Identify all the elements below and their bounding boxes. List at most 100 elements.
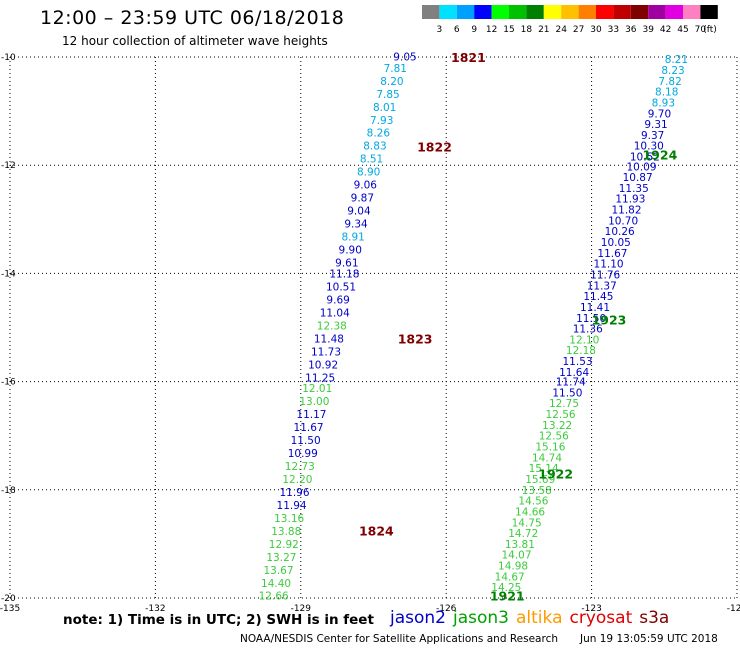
x-tick-label: -120 [727, 604, 740, 614]
wave-height-value: 12.01 [302, 383, 332, 395]
units-note: note: 1) Time is in UTC; 2) SWH is in fe… [63, 612, 374, 628]
time-label: 1924 [642, 147, 677, 162]
wave-height-value: 13.00 [299, 396, 329, 408]
scale-label: 27 [573, 25, 584, 35]
wave-height-value: 11.94 [277, 500, 307, 512]
scale-swatch [422, 5, 440, 19]
wave-height-value: 10.51 [326, 281, 356, 293]
wave-height-value: 11.96 [279, 487, 309, 499]
scale-swatch [509, 5, 527, 19]
wave-height-value: 10.92 [308, 359, 338, 371]
wave-height-value: 12.56 [546, 409, 576, 421]
wave-height-value: 11.50 [552, 387, 582, 399]
wave-height-value: 9.90 [339, 245, 362, 257]
wave-height-value: 7.82 [658, 76, 681, 88]
wave-height-value: 8.51 [360, 154, 383, 166]
scale-swatch [613, 5, 631, 19]
wave-height-value: 11.35 [619, 183, 649, 195]
wave-height-value: 15.69 [525, 474, 555, 486]
wave-height-value: 11.67 [294, 422, 324, 434]
time-label: 1923 [592, 312, 627, 327]
wave-height-value: 11.64 [559, 367, 589, 379]
scale-label: 18 [521, 25, 533, 35]
wave-height-value: 9.34 [344, 219, 368, 231]
wave-height-value: 12.66 [259, 590, 289, 602]
wave-height-value: 10.87 [623, 172, 653, 184]
wave-height-value: 12.38 [317, 320, 347, 332]
wave-height-value: 14.67 [495, 571, 525, 583]
wave-height-value: 11.73 [311, 346, 341, 358]
scale-label: 42 [660, 25, 671, 35]
scale-label: 24 [555, 25, 567, 35]
x-tick-label: -129 [291, 604, 312, 614]
wave-height-value: 11.18 [329, 268, 359, 280]
satellite-cryosat: cryosat [569, 608, 633, 628]
wave-height-value: 11.17 [296, 409, 326, 421]
wave-height-value: 11.48 [314, 333, 344, 345]
wave-height-value: 14.74 [532, 452, 562, 464]
credit-text: NOAA/NESDIS Center for Satellite Applica… [240, 633, 558, 645]
wave-height-value: 13.22 [542, 420, 572, 432]
wave-height-value: 7.85 [376, 89, 399, 101]
wave-height-value: 8.21 [665, 54, 688, 66]
wave-height-value: 12.92 [269, 539, 299, 551]
wave-height-value: 9.31 [644, 119, 667, 131]
scale-label: 21 [538, 25, 549, 35]
wave-height-value: 10.70 [608, 215, 638, 227]
scale-swatch [474, 5, 492, 19]
scale-swatch [596, 5, 614, 19]
wave-height-value: 15.16 [535, 442, 565, 454]
wave-height-value: 14.72 [508, 528, 538, 540]
scale-swatch [630, 5, 649, 19]
wave-height-value: 10.99 [288, 448, 318, 460]
wave-height-value: 8.01 [373, 102, 396, 114]
wave-height-value: 12.75 [549, 398, 579, 410]
scale-label: 70 [695, 25, 707, 35]
chart-title: 12:00 – 23:59 UTC 06/18/2018 [40, 7, 345, 29]
satellite-jason3: jason3 [453, 608, 509, 628]
time-label: 1822 [417, 139, 452, 154]
wave-height-value: 12.10 [569, 334, 599, 346]
satellite-s3a: s3a [639, 608, 670, 628]
wave-height-value: 8.20 [380, 76, 403, 88]
x-tick-label: -132 [145, 604, 165, 614]
scale-label: 45 [677, 25, 688, 35]
wave-height-value: 9.06 [354, 180, 378, 192]
wave-height-value: 11.04 [320, 307, 350, 319]
wave-height-value: 8.83 [363, 141, 386, 153]
scale-label: 39 [642, 25, 654, 35]
wave-height-value: 10.05 [601, 237, 631, 249]
satellite-altika: altika [516, 608, 563, 628]
wave-height-value: 11.45 [583, 291, 613, 303]
scale-label: 15 [503, 25, 514, 35]
scale-label: 36 [625, 25, 637, 35]
scale-swatch [439, 5, 457, 19]
wave-height-value: 9.69 [326, 294, 349, 306]
wave-height-value: 14.66 [515, 506, 545, 518]
wave-height-value: 10.26 [605, 226, 635, 238]
scale-unit: (ft) [703, 25, 717, 35]
wave-height-value: 7.93 [370, 115, 393, 127]
wave-height-value: 8.90 [357, 167, 380, 179]
wave-height-value: 11.76 [590, 269, 620, 281]
y-tick-label: -16 [1, 378, 16, 388]
y-tick-label: -20 [1, 594, 16, 604]
wave-height-value: 11.50 [576, 313, 606, 325]
time-label: 1922 [538, 467, 573, 482]
wave-height-value: 13.58 [522, 485, 552, 497]
wave-height-value: 10.30 [634, 141, 664, 153]
chart-subtitle: 12 hour collection of altimeter wave hei… [62, 34, 328, 48]
wave-height-value: 11.36 [573, 324, 603, 336]
wave-height-value: 11.74 [556, 377, 586, 389]
wave-height-value: 10.09 [626, 161, 656, 173]
wave-height-value: 9.05 [393, 51, 416, 63]
scale-label: 12 [486, 25, 497, 35]
scale-swatch [456, 5, 475, 19]
wave-height-value: 8.93 [652, 97, 675, 109]
wave-height-value: 7.81 [384, 63, 407, 75]
scale-swatch [543, 5, 562, 19]
timestamp-text: Jun 19 13:05:59 UTC 2018 [580, 633, 718, 645]
wave-height-value: 9.04 [347, 206, 371, 218]
wave-height-value: 9.70 [648, 108, 671, 120]
